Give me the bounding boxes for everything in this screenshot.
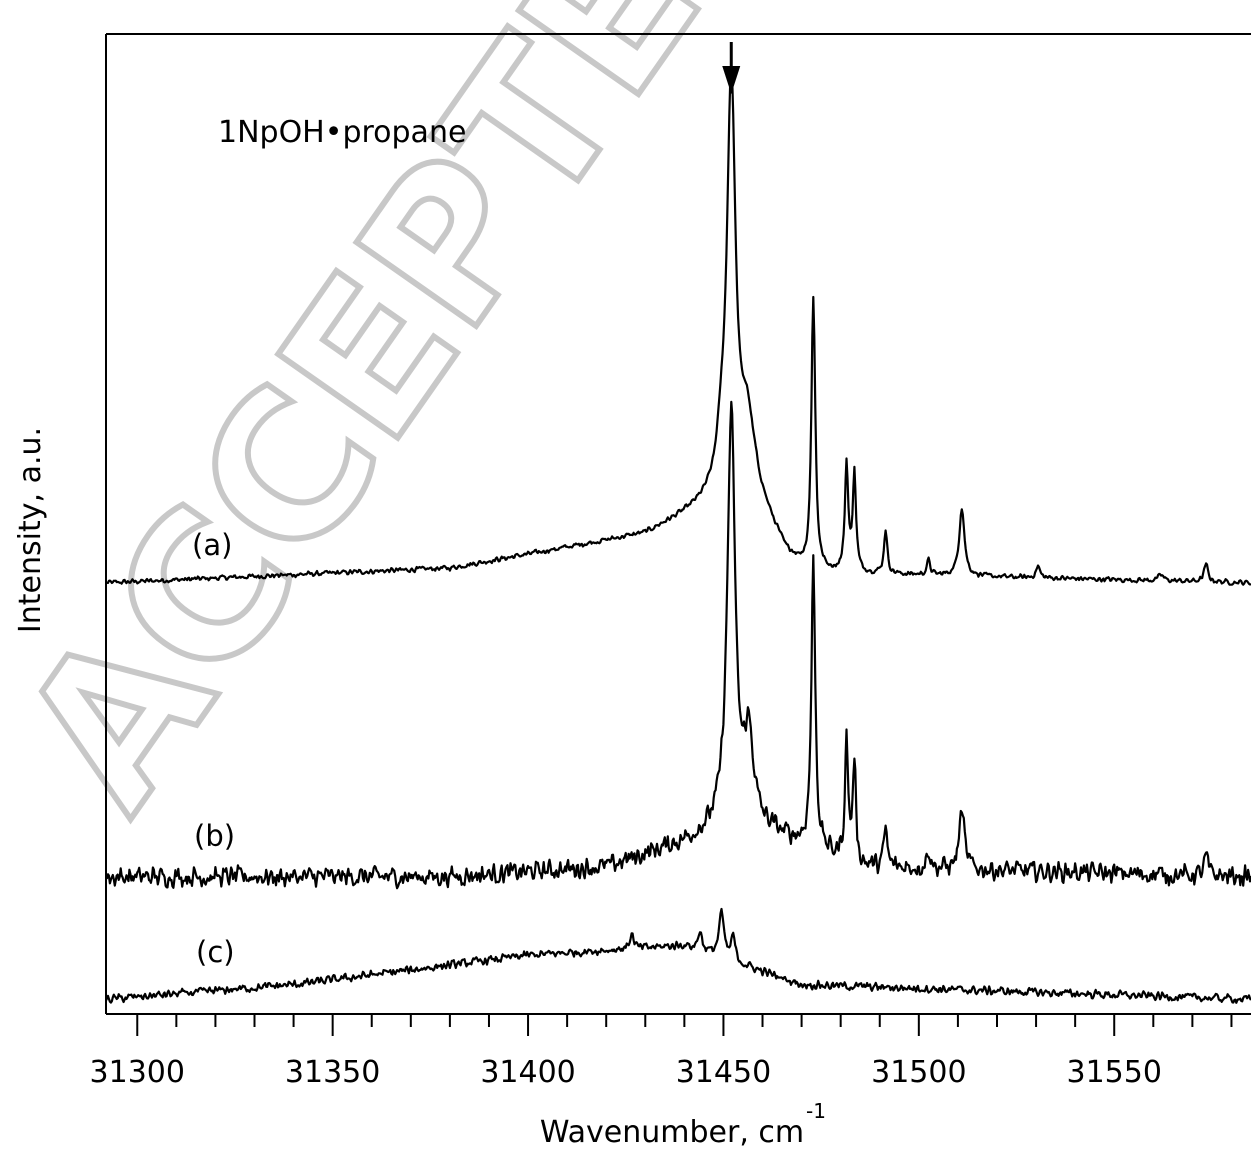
watermark-text: ACCEPTED MANUSCRIPT <box>0 0 1251 851</box>
x-tick-label: 31300 <box>90 1055 185 1090</box>
chart-annotation: 1NpOH•propane <box>218 115 466 150</box>
series-line-1 <box>105 63 1251 586</box>
x-tick-label: 31350 <box>285 1055 380 1090</box>
series-line-3 <box>104 907 1251 1004</box>
y-axis-title: Intensity, a.u. <box>13 427 48 633</box>
watermark: ACCEPTED MANUSCRIPT <box>0 0 1251 851</box>
arrow-head <box>722 66 741 94</box>
series-layer <box>104 63 1251 1004</box>
x-tick-label: 31450 <box>676 1055 771 1090</box>
series-line-2 <box>104 400 1251 890</box>
peak-marker <box>722 42 741 94</box>
labels: Wavenumber, cm-1 Intensity, a.u. 1NpOH•pro… <box>13 115 826 1150</box>
x-axis-title-superscript: -1 <box>806 1099 826 1123</box>
series-label-1: (a) <box>192 528 232 562</box>
x-axis-title: Wavenumber, cm <box>540 1115 804 1150</box>
series-label-2: (b) <box>194 819 235 853</box>
x-axis-ticks: 31300 31350 31400 31450 31500 31550 <box>90 1014 1233 1090</box>
x-tick-label: 31550 <box>1067 1055 1162 1090</box>
x-tick-label: 31400 <box>480 1055 575 1090</box>
x-tick-label: 31500 <box>871 1055 966 1090</box>
series-label-3: (c) <box>196 935 235 969</box>
plot-frame <box>105 33 1251 1015</box>
